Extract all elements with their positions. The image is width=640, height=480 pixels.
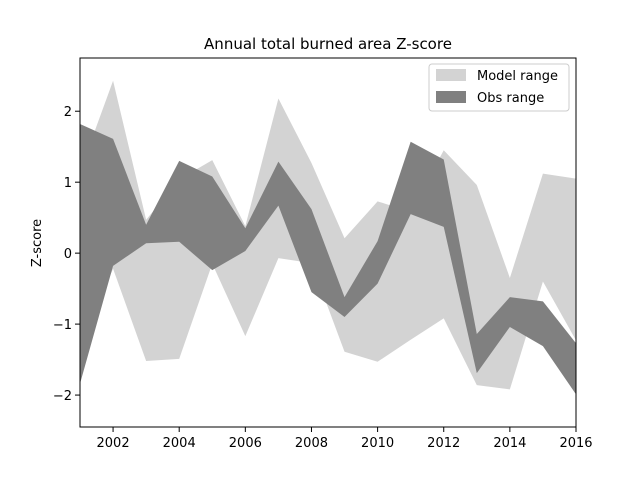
series-layer xyxy=(80,80,576,395)
x-tick-label: 2010 xyxy=(361,436,394,451)
y-tick-label: 0 xyxy=(64,247,72,262)
model-range-band xyxy=(80,80,576,390)
y-tick-label: 2 xyxy=(64,105,72,120)
plot-area: 2002 2004 2006 2008 2010 2012 2014 2016 −2 −1 0 1 2 xyxy=(53,57,593,451)
plot-frame xyxy=(79,57,577,428)
obs-range-band xyxy=(80,123,576,395)
y-axis-ticks: −2 −1 0 1 2 xyxy=(53,105,80,404)
legend-label-obs-range: Obs range xyxy=(477,91,544,106)
x-tick-label: 2002 xyxy=(97,436,130,451)
x-tick-label: 2012 xyxy=(427,436,460,451)
y-axis-label: Z-score xyxy=(30,219,45,267)
legend: Model range Obs range xyxy=(428,63,570,112)
y-tick-label: −2 xyxy=(53,389,72,404)
chart-title: Annual total burned area Z-score xyxy=(204,35,452,53)
x-axis-ticks: 2002 2004 2006 2008 2010 2012 2014 2016 xyxy=(97,427,593,451)
x-tick-label: 2008 xyxy=(295,436,328,451)
x-tick-label: 2004 xyxy=(163,436,196,451)
x-tick-label: 2014 xyxy=(493,436,526,451)
y-tick-label: 1 xyxy=(64,176,72,191)
legend-swatch-obs-range xyxy=(436,91,466,103)
y-tick-label: −1 xyxy=(53,318,72,333)
x-tick-label: 2016 xyxy=(559,436,592,451)
legend-label-model-range: Model range xyxy=(477,69,558,84)
legend-swatch-model-range xyxy=(436,69,466,81)
x-tick-label: 2006 xyxy=(229,436,262,451)
